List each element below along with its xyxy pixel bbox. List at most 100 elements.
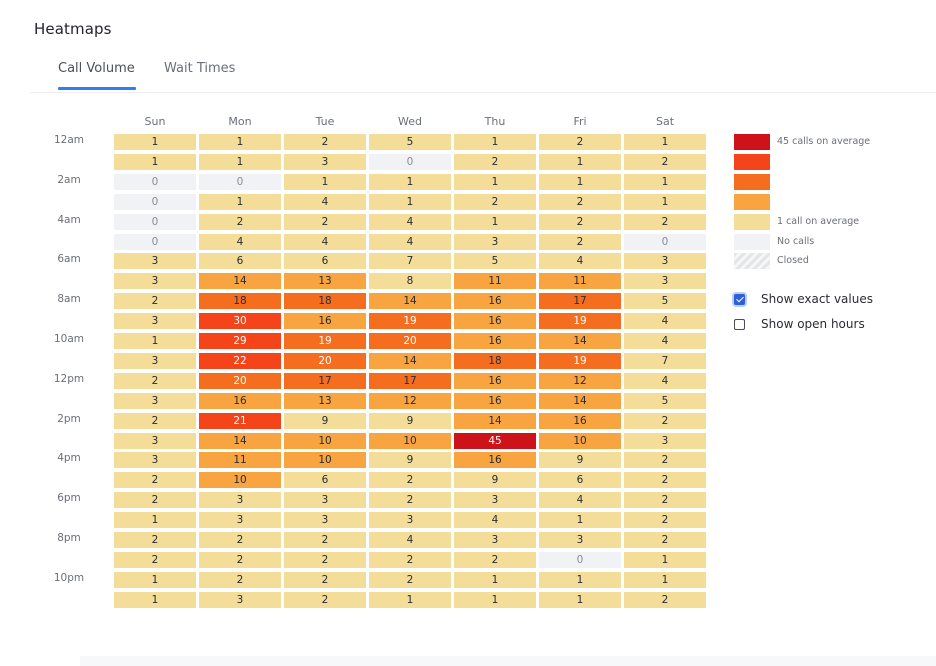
heatmap-cell[interactable]: 1	[539, 591, 621, 608]
heatmap-cell[interactable]: 6	[284, 472, 366, 489]
heatmap-cell[interactable]: 2	[624, 213, 706, 230]
tab-wait-times[interactable]: Wait Times	[164, 61, 236, 76]
heatmap-cell[interactable]: 4	[624, 372, 706, 389]
heatmap-cell[interactable]: 2	[284, 571, 366, 588]
heatmap-cell[interactable]: 22	[199, 352, 281, 369]
heatmap-cell[interactable]: 0	[114, 173, 196, 190]
heatmap-cell[interactable]: 4	[369, 213, 451, 230]
heatmap-cell[interactable]: 4	[199, 233, 281, 250]
heatmap-cell[interactable]: 3	[454, 532, 536, 548]
heatmap-cell[interactable]: 12	[539, 372, 621, 389]
heatmap-cell[interactable]: 2	[284, 134, 366, 150]
heatmap-cell[interactable]: 10	[284, 432, 366, 449]
heatmap-cell[interactable]: 2	[454, 551, 536, 568]
heatmap-cell[interactable]: 13	[284, 273, 366, 290]
heatmap-cell[interactable]: 1	[454, 591, 536, 608]
heatmap-cell[interactable]: 8	[369, 273, 451, 290]
heatmap-cell[interactable]: 2	[114, 492, 196, 509]
heatmap-cell[interactable]: 4	[284, 193, 366, 210]
heatmap-cell[interactable]: 17	[284, 372, 366, 389]
heatmap-cell[interactable]: 20	[199, 372, 281, 389]
heatmap-cell[interactable]: 2	[624, 153, 706, 170]
heatmap-cell[interactable]: 2	[199, 571, 281, 588]
heatmap-cell[interactable]: 2	[284, 213, 366, 230]
heatmap-cell[interactable]: 16	[454, 392, 536, 409]
heatmap-cell[interactable]: 29	[199, 333, 281, 349]
heatmap-cell[interactable]: 2	[454, 193, 536, 210]
heatmap-cell[interactable]: 2	[114, 293, 196, 310]
heatmap-cell[interactable]: 19	[369, 313, 451, 330]
heatmap-cell[interactable]: 4	[539, 253, 621, 270]
heatmap-cell[interactable]: 11	[539, 273, 621, 290]
heatmap-cell[interactable]: 4	[454, 512, 536, 529]
heatmap-cell[interactable]: 1	[624, 193, 706, 210]
heatmap-cell[interactable]: 1	[114, 333, 196, 349]
heatmap-cell[interactable]: 1	[114, 134, 196, 150]
heatmap-cell[interactable]: 16	[454, 293, 536, 310]
heatmap-cell[interactable]: 45	[454, 432, 536, 449]
heatmap-cell[interactable]: 16	[454, 452, 536, 469]
heatmap-cell[interactable]: 3	[199, 591, 281, 608]
heatmap-cell[interactable]: 3	[284, 153, 366, 170]
heatmap-cell[interactable]: 14	[539, 392, 621, 409]
show-open-hours-checkbox[interactable]	[734, 318, 745, 330]
heatmap-cell[interactable]: 16	[284, 313, 366, 330]
heatmap-cell[interactable]: 7	[369, 253, 451, 270]
heatmap-cell[interactable]: 5	[454, 253, 536, 270]
heatmap-cell[interactable]: 1	[114, 153, 196, 170]
heatmap-cell[interactable]: 4	[369, 233, 451, 250]
heatmap-cell[interactable]: 4	[539, 492, 621, 509]
heatmap-cell[interactable]: 2	[624, 512, 706, 529]
heatmap-cell[interactable]: 18	[199, 293, 281, 310]
heatmap-cell[interactable]: 1	[199, 134, 281, 150]
heatmap-cell[interactable]: 2	[284, 591, 366, 608]
heatmap-cell[interactable]: 3	[199, 492, 281, 509]
heatmap-cell[interactable]: 0	[539, 551, 621, 568]
heatmap-cell[interactable]: 2	[284, 532, 366, 548]
heatmap-cell[interactable]: 1	[454, 213, 536, 230]
heatmap-cell[interactable]: 1	[114, 591, 196, 608]
heatmap-cell[interactable]: 2	[199, 551, 281, 568]
heatmap-cell[interactable]: 1	[454, 571, 536, 588]
show-exact-values-option[interactable]: Show exact values	[734, 292, 873, 306]
heatmap-cell[interactable]: 21	[199, 412, 281, 429]
heatmap-cell[interactable]: 10	[199, 472, 281, 489]
heatmap-cell[interactable]: 9	[539, 452, 621, 469]
heatmap-cell[interactable]: 3	[199, 512, 281, 529]
heatmap-cell[interactable]: 3	[624, 273, 706, 290]
heatmap-cell[interactable]: 3	[624, 253, 706, 270]
heatmap-cell[interactable]: 3	[114, 253, 196, 270]
heatmap-cell[interactable]: 4	[624, 333, 706, 349]
heatmap-cell[interactable]: 2	[114, 372, 196, 389]
heatmap-cell[interactable]: 16	[454, 333, 536, 349]
heatmap-cell[interactable]: 2	[539, 213, 621, 230]
heatmap-cell[interactable]: 2	[624, 492, 706, 509]
heatmap-cell[interactable]: 14	[369, 352, 451, 369]
heatmap-cell[interactable]: 5	[624, 293, 706, 310]
heatmap-cell[interactable]: 14	[199, 273, 281, 290]
heatmap-cell[interactable]: 2	[539, 193, 621, 210]
heatmap-cell[interactable]: 4	[369, 532, 451, 548]
heatmap-cell[interactable]: 5	[624, 392, 706, 409]
heatmap-cell[interactable]: 16	[454, 313, 536, 330]
heatmap-cell[interactable]: 20	[284, 352, 366, 369]
heatmap-cell[interactable]: 6	[284, 253, 366, 270]
heatmap-cell[interactable]: 3	[624, 432, 706, 449]
heatmap-cell[interactable]: 19	[284, 333, 366, 349]
heatmap-cell[interactable]: 1	[624, 551, 706, 568]
heatmap-cell[interactable]: 2	[114, 472, 196, 489]
tab-call-volume[interactable]: Call Volume	[58, 61, 135, 76]
heatmap-cell[interactable]: 19	[539, 352, 621, 369]
heatmap-cell[interactable]: 2	[624, 412, 706, 429]
heatmap-cell[interactable]: 2	[454, 153, 536, 170]
heatmap-cell[interactable]: 3	[114, 352, 196, 369]
heatmap-cell[interactable]: 11	[454, 273, 536, 290]
heatmap-cell[interactable]: 1	[284, 173, 366, 190]
heatmap-cell[interactable]: 2	[539, 134, 621, 150]
heatmap-cell[interactable]: 16	[539, 412, 621, 429]
heatmap-cell[interactable]: 3	[114, 392, 196, 409]
heatmap-cell[interactable]: 3	[454, 233, 536, 250]
heatmap-cell[interactable]: 3	[284, 512, 366, 529]
heatmap-cell[interactable]: 1	[539, 512, 621, 529]
heatmap-cell[interactable]: 17	[369, 372, 451, 389]
